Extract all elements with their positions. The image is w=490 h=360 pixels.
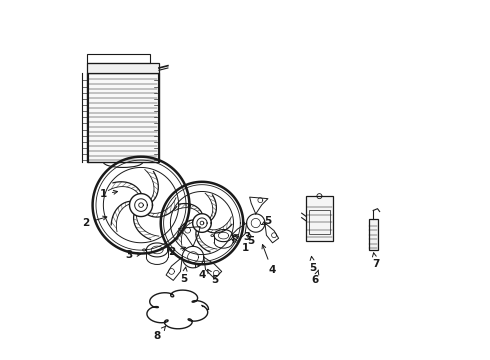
Bar xyxy=(306,196,333,241)
Bar xyxy=(368,220,378,250)
Text: 5: 5 xyxy=(208,269,218,285)
Text: 1: 1 xyxy=(232,239,248,253)
Text: 4: 4 xyxy=(196,264,206,280)
Text: 3: 3 xyxy=(125,250,141,260)
Text: 8: 8 xyxy=(153,326,166,341)
Bar xyxy=(87,54,150,63)
Text: 3: 3 xyxy=(235,232,250,242)
Text: 4: 4 xyxy=(262,244,275,275)
Bar xyxy=(87,63,159,73)
Text: 5: 5 xyxy=(180,267,188,284)
Text: 5: 5 xyxy=(262,216,272,226)
Text: 2: 2 xyxy=(168,247,186,257)
Bar xyxy=(87,73,159,162)
Text: 1: 1 xyxy=(100,189,118,199)
Text: 2: 2 xyxy=(82,216,107,228)
Text: 6: 6 xyxy=(311,270,319,285)
Text: 7: 7 xyxy=(372,253,380,269)
Text: 5: 5 xyxy=(310,256,317,273)
Bar xyxy=(309,210,330,234)
Text: 5: 5 xyxy=(247,233,254,246)
